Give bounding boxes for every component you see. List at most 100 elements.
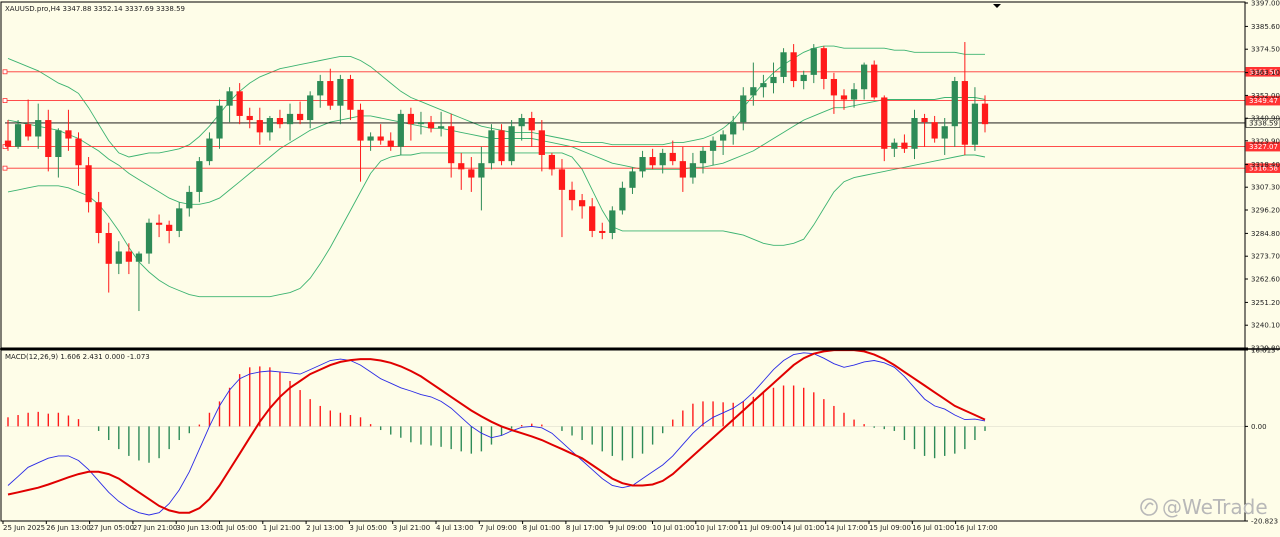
candle-body-bear — [578, 200, 586, 207]
candle-body-bull — [196, 161, 203, 192]
bollinger-bands — [7, 45, 986, 298]
price-level-tag — [1245, 66, 1280, 77]
candle-body-bear — [679, 161, 686, 178]
candle-body-bear — [327, 81, 334, 106]
time-tick-label: 9 Jul 09:00 — [609, 524, 647, 532]
chart-shift-marker-icon[interactable] — [993, 4, 1001, 8]
price-tick-label: 3374.50 — [1251, 46, 1280, 54]
price-pane-border — [0, 1, 1246, 349]
price-level-label: 3349.47 — [1249, 97, 1278, 105]
watermark-text: @WeTrade — [1162, 495, 1268, 519]
candle-body-bull — [659, 152, 666, 166]
candle-body-bear — [528, 118, 535, 131]
price-level-label: 3338.59 — [1249, 119, 1278, 127]
candle-body-bear — [256, 120, 263, 133]
candle-body-bull — [135, 253, 143, 262]
candle-body-bear — [599, 230, 606, 233]
candle-body-bull — [337, 78, 344, 106]
candle-body-bull — [145, 222, 153, 254]
price-tick-label: 3273.70 — [1251, 253, 1280, 261]
time-tick-label: 27 Jun 05:00 — [90, 524, 134, 532]
candle-body-bull — [317, 81, 324, 96]
candle-body-bear — [65, 130, 72, 139]
candle-body-bear — [981, 103, 989, 125]
candle-body-bear — [468, 169, 475, 178]
time-tick-label: 14 Jul 01:00 — [782, 524, 824, 532]
candle-body-bull — [709, 140, 717, 151]
macd-tick-label: -20.823 — [1251, 518, 1278, 526]
time-tick-label: 16 Jul 17:00 — [956, 524, 998, 532]
candle-body-bull — [478, 163, 485, 178]
wetrade-logo-icon — [1140, 498, 1158, 516]
candle-body-bull — [639, 157, 646, 172]
candle-body-bear — [25, 124, 32, 137]
candle-body-bear — [75, 138, 82, 166]
time-tick-label: 3 Jul 21:00 — [393, 524, 431, 532]
time-tick-label: 2 Jul 13:00 — [306, 524, 344, 532]
candle-body-bull — [770, 76, 777, 84]
candle-body-bear — [568, 189, 576, 201]
candle-body-bull — [941, 126, 948, 139]
candle-body-bear — [840, 95, 848, 100]
candle-body-bear — [125, 251, 132, 262]
candle-body-bull — [971, 103, 979, 145]
candles — [4, 42, 989, 312]
time-tick-label: 10 Jul 01:00 — [653, 524, 695, 532]
candle-body-bull — [488, 130, 495, 164]
candle-body-bull — [609, 210, 616, 233]
candle-body-bull — [619, 187, 626, 211]
candle-body-bull — [206, 138, 213, 162]
candle-body-bear — [357, 109, 364, 141]
price-tick-label: 3284.80 — [1251, 230, 1280, 238]
candle-body-bull — [760, 83, 767, 88]
candle-body-bull — [55, 130, 62, 158]
candle-body-bear — [296, 113, 304, 121]
candle-body-bear — [820, 48, 827, 79]
candle-body-bear — [931, 122, 938, 139]
candle-body-bull — [720, 134, 727, 141]
time-tick-label: 26 Jun 13:00 — [46, 524, 90, 532]
macd-tick-label: 16.813 — [1251, 347, 1276, 355]
candle-body-bear — [790, 52, 797, 82]
candle-body-bull — [629, 171, 636, 188]
price-tick-label: 3307.30 — [1251, 184, 1280, 192]
price-tick-label: 3296.20 — [1251, 207, 1280, 215]
time-tick-label: 30 Jun 13:00 — [176, 524, 220, 532]
time-tick-label: 16 Jul 01:00 — [912, 524, 954, 532]
time-tick-label: 3 Jul 05:00 — [349, 524, 387, 532]
candle-body-bull — [850, 89, 858, 100]
candle-body-bear — [45, 120, 52, 158]
candle-body-bear — [881, 97, 888, 149]
price-tick-label: 3329.90 — [1251, 137, 1280, 145]
price-level-anchor-icon — [2, 98, 8, 104]
candle-body-bear — [4, 140, 12, 147]
candle-body-bear — [458, 163, 465, 170]
horizontal-lines[interactable]: 3363.50 3349.47 3338.59 3327.07 3316.58 — [2, 66, 1280, 173]
candle-body-bull — [417, 122, 425, 125]
price-tick-label: 3385.60 — [1251, 23, 1280, 31]
price-level-tag — [1245, 163, 1280, 173]
macd-pane[interactable] — [5, 349, 1245, 516]
candle-body-bull — [780, 52, 787, 77]
candle-body-bull — [397, 113, 404, 147]
candle-body-bear — [427, 122, 435, 129]
current-price-tag — [1245, 118, 1280, 128]
macd-signal-line — [7, 349, 986, 514]
candle-body-bear — [105, 233, 112, 264]
candle-body-bear — [548, 154, 556, 170]
candle-body-bear — [921, 118, 928, 123]
candle-body-bull — [35, 120, 42, 137]
candle-body-bull — [800, 74, 807, 82]
candle-body-bull — [115, 251, 122, 264]
candle-body-bull — [699, 150, 707, 164]
candle-body-bull — [730, 122, 737, 135]
price-level-label: 3363.50 — [1249, 68, 1278, 76]
time-tick-label: 1 Jul 05:00 — [220, 524, 258, 532]
candle-body-bear — [347, 78, 354, 110]
bollinger-middle-line — [7, 97, 986, 205]
price-tick-label: 3262.60 — [1251, 276, 1280, 284]
candle-body-bear — [166, 224, 173, 231]
